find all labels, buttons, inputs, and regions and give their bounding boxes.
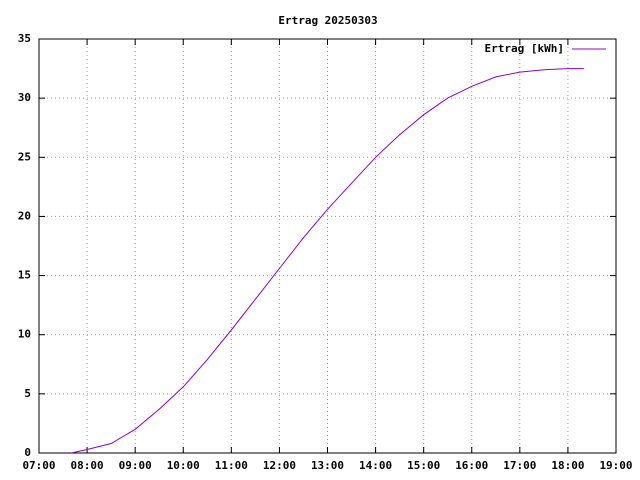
x-tick-label: 07:00 — [22, 459, 55, 472]
x-tick-label: 13:00 — [311, 459, 344, 472]
x-tick-label: 10:00 — [167, 459, 200, 472]
x-tick-label: 17:00 — [503, 459, 536, 472]
data-line — [70, 68, 584, 454]
x-tick-label: 09:00 — [119, 459, 152, 472]
y-tick-label: 35 — [18, 32, 31, 45]
chart-title: Ertrag 20250303 — [278, 14, 377, 27]
x-tick-label: 19:00 — [599, 459, 632, 472]
y-tick-label: 0 — [24, 446, 31, 459]
x-tick-label: 11:00 — [215, 459, 248, 472]
plot-frame — [38, 38, 617, 454]
y-tick-label: 10 — [18, 328, 31, 341]
x-tick-label: 08:00 — [71, 459, 104, 472]
x-tick-label: 18:00 — [551, 459, 584, 472]
y-tick-label: 30 — [18, 91, 31, 104]
y-tick-label: 15 — [18, 269, 31, 282]
legend-label: Ertrag [kWh] — [485, 42, 564, 55]
y-tick-label: 5 — [24, 387, 31, 400]
x-tick-label: 14:00 — [359, 459, 392, 472]
x-tick-label: 16:00 — [455, 459, 488, 472]
x-tick-label: 15:00 — [407, 459, 440, 472]
y-tick-label: 20 — [18, 209, 31, 222]
y-tick-label: 25 — [18, 150, 31, 163]
x-tick-label: 12:00 — [263, 459, 296, 472]
